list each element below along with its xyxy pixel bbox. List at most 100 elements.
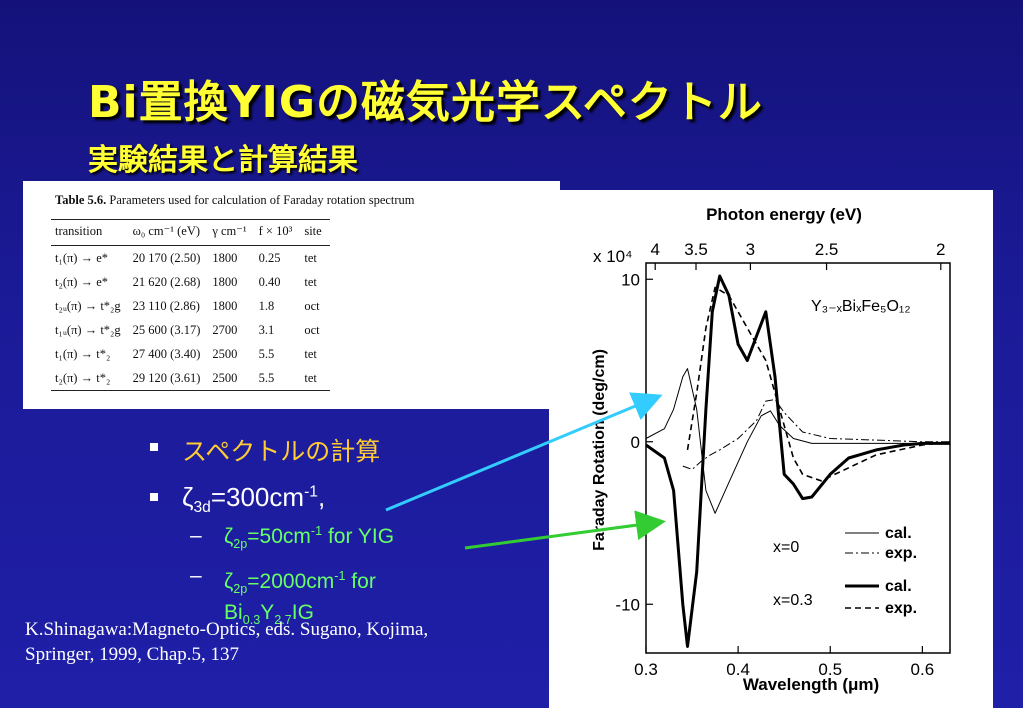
table-cell: 1.8 [258, 299, 275, 313]
y-tick-label: 10 [621, 270, 640, 289]
table-cell: 27 400 (3.40) [132, 347, 201, 361]
table-row: t₂ᵤ(π) → t*₂g 23 110 (2.86) 1800 1.8 oct [51, 294, 330, 318]
parameter-table-panel: Table 5.6. Parameters used for calculati… [23, 181, 560, 409]
zeta-value: =2000cm [247, 570, 335, 593]
zeta-subscript: 2p [233, 537, 248, 552]
zeta-value: =50cm [247, 525, 311, 548]
table-cell: t₂(π) → e* [55, 275, 109, 289]
zeta-tail: for YIG [322, 525, 395, 548]
zeta-subscript: 2p [233, 582, 248, 597]
x-tick-label: 0.4 [726, 660, 750, 679]
top-tick-label: 2 [936, 240, 945, 259]
table-cell: oct [304, 299, 320, 313]
table-cell: 20 170 (2.50) [132, 251, 201, 265]
faraday-chart-panel: Photon energy (eV) x 10⁴ Wavelength (μm)… [549, 190, 993, 708]
table-caption: Table 5.6. Parameters used for calculati… [55, 193, 415, 208]
table-cell: 0.40 [258, 275, 281, 289]
legend-x03-exp: exp. [885, 600, 917, 617]
series-line-x-0-3-cal- [645, 274, 950, 648]
bullet-text: スペクトルの計算 [182, 437, 381, 466]
zeta-superscript: -1 [304, 483, 318, 501]
table-row: t₁ᵤ(π) → t*₂g 25 600 (3.17) 2700 3.1 oct [51, 318, 330, 342]
table-cell: tet [304, 347, 317, 361]
top-tick-label: 3.5 [684, 240, 708, 259]
table-cell: 23 110 (2.86) [132, 299, 200, 313]
legend-x0-cal: cal. [885, 525, 912, 542]
y-axis-label: Faraday Rotation (deg/cm) [591, 349, 608, 551]
table-cell: 1800 [212, 275, 238, 289]
table-caption-text: Parameters used for calculation of Farad… [109, 193, 415, 207]
zeta-symbol: ζ [182, 482, 194, 512]
table-cell: tet [304, 251, 317, 265]
table-header-cell: transition [51, 219, 129, 246]
table-cell: t₂ᵤ(π) → t*₂g [55, 299, 121, 313]
table-header-row: transition ω₀ cm⁻¹ (eV) γ cm⁻¹ f × 10³ site [51, 219, 330, 246]
legend-x0-exp: exp. [885, 545, 917, 562]
citation: K.Shinagawa:Magneto-Optics, eds. Sugano,… [25, 617, 545, 667]
table-cell: 2500 [212, 347, 238, 361]
formula-subscript: 0.3 [242, 613, 261, 628]
citation-line: Springer, 1999, Chap.5, 137 [25, 644, 240, 665]
table-cell: t₁(π) → e* [55, 251, 109, 265]
zeta-tail: for [345, 570, 376, 593]
top-tick-label: 4 [650, 240, 659, 259]
zeta-tail: , [317, 482, 326, 512]
table-cell: 1800 [212, 299, 238, 313]
table-cell: t₁(π) → t*₂ [55, 347, 111, 361]
bullet-square-icon [150, 443, 158, 451]
table-cell: 3.1 [258, 323, 275, 337]
formula-label: Y₃₋ₓBiₓFe₅O₁₂ [811, 298, 911, 315]
table-row: t₂(π) → t*₂ 29 120 (3.61) 2500 5.5 tet [51, 366, 330, 391]
y-tick-label: -10 [615, 595, 640, 614]
formula-part: Bi [224, 601, 243, 625]
table-body: t₁(π) → e* 20 170 (2.50) 1800 0.25 tet t₂(π) … [51, 246, 330, 391]
series-line-x-0-exp- [682, 399, 950, 470]
table-header-cell: γ cm⁻¹ [208, 219, 255, 246]
bullet-text: ζ3d=300cm-1, [182, 482, 325, 517]
x-tick-label: 0.5 [818, 660, 842, 679]
zeta-symbol: ζ [224, 570, 234, 593]
table-cell: t₁ᵤ(π) → t*₂g [55, 323, 121, 337]
x-axis-label: Wavelength (μm) [743, 675, 879, 694]
zeta-value: =300cm [210, 482, 305, 512]
series-line-x-0-cal- [645, 368, 950, 514]
table-cell: 29 120 (3.61) [128, 366, 209, 391]
table-header-cell: ω₀ cm⁻¹ (eV) [128, 219, 209, 246]
sub-item-text: ζ2p=2000cm-1 for Bi0.3Y2.7IG [224, 564, 376, 632]
chart-curves [645, 274, 951, 648]
top-axis-label: Photon energy (eV) [706, 205, 862, 224]
table-cell: 25 600 (3.17) [132, 323, 201, 337]
table-caption-label: Table 5.6. [55, 193, 107, 207]
y-tick-label: 0 [631, 433, 640, 452]
dash-marker: – [190, 524, 202, 547]
citation-line: K.Shinagawa:Magneto-Optics, eds. Sugano,… [25, 619, 429, 640]
zeta-superscript: -1 [334, 569, 346, 583]
table-row: t₁(π) → e* 20 170 (2.50) 1800 0.25 tet [51, 246, 330, 271]
slide-title: Bi置換YIGの磁気光学スペクトル [88, 77, 763, 128]
zeta-superscript: -1 [310, 524, 323, 538]
sub-item-text: ζ2p=50cm-1 for YIG [224, 524, 394, 551]
formula-subscript: 2.7 [274, 613, 292, 628]
zeta-symbol: ζ [224, 525, 234, 548]
dash-marker: – [190, 564, 202, 587]
table-cell: 5.5 [258, 347, 275, 361]
table-cell: oct [304, 323, 320, 337]
x-tick-label: 0.6 [911, 660, 935, 679]
table-header-cell: f × 10³ [254, 219, 301, 246]
table-cell: tet [304, 275, 317, 289]
table-header-cell: site [300, 219, 330, 246]
series-line-x-0-3-exp- [686, 286, 951, 482]
table-cell: 1800 [212, 251, 238, 265]
y-multiplier-label: x 10⁴ [593, 247, 632, 266]
table-cell: tet [300, 366, 330, 391]
faraday-rotation-chart: Photon energy (eV) x 10⁴ Wavelength (μm)… [591, 205, 951, 694]
table-cell: t₂(π) → t*₂ [51, 366, 129, 391]
table-cell: 5.5 [254, 366, 301, 391]
top-tick-label: 2.5 [815, 240, 839, 259]
table-cell: 21 620 (2.68) [132, 275, 201, 289]
slide-subtitle: 実験結果と計算結果 [88, 143, 358, 178]
top-tick-label: 3 [746, 240, 755, 259]
table-row: t₁(π) → t*₂ 27 400 (3.40) 2500 5.5 tet [51, 342, 330, 366]
table-cell: 2500 [208, 366, 255, 391]
legend-x03: x=0.3 [773, 592, 813, 609]
